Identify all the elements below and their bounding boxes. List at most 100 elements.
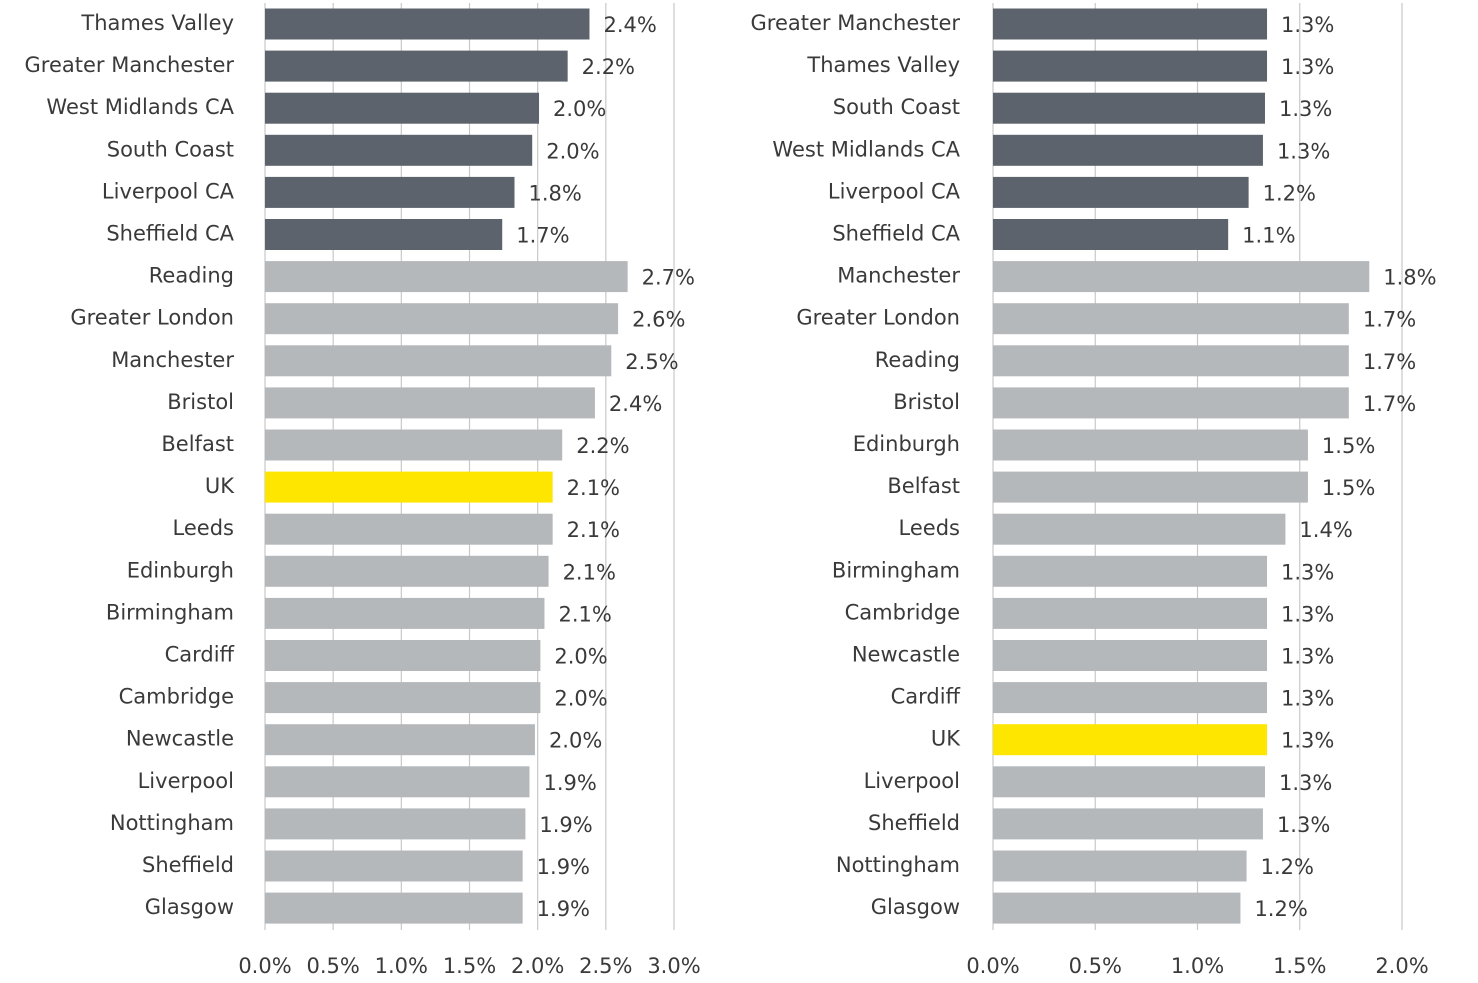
value-label: 1.7% xyxy=(1363,308,1416,332)
category-label: Liverpool CA xyxy=(102,179,235,203)
category-label: Manchester xyxy=(111,348,234,372)
bar xyxy=(265,8,590,40)
category-label: Belfast xyxy=(161,432,234,456)
category-label: Birmingham xyxy=(106,600,234,624)
value-label: 2.0% xyxy=(553,97,606,121)
value-label: 1.7% xyxy=(1363,392,1416,416)
bar xyxy=(993,471,1308,503)
bar xyxy=(993,8,1268,40)
bar xyxy=(993,92,1265,124)
value-label: 1.1% xyxy=(1242,224,1295,248)
bar xyxy=(265,682,541,714)
value-label: 1.5% xyxy=(1322,434,1375,458)
category-label: Sheffield xyxy=(868,811,960,835)
category-label: Greater London xyxy=(70,306,234,330)
category-label: Thames Valley xyxy=(806,53,960,77)
value-label: 1.9% xyxy=(539,813,592,837)
bar xyxy=(265,92,540,124)
value-label: 1.3% xyxy=(1277,813,1330,837)
value-label: 2.1% xyxy=(558,602,611,626)
category-label: Sheffield CA xyxy=(832,222,960,246)
category-label: Cambridge xyxy=(119,685,234,709)
bar xyxy=(265,387,595,419)
bar xyxy=(265,808,526,840)
category-label: UK xyxy=(205,474,235,498)
category-label: Newcastle xyxy=(852,643,960,667)
value-label: 2.2% xyxy=(576,434,629,458)
x-tick-label: 1.0% xyxy=(1171,954,1224,978)
category-label: Greater London xyxy=(796,306,960,330)
category-label: Birmingham xyxy=(832,558,960,582)
category-label: Sheffield xyxy=(142,853,234,877)
value-label: 1.3% xyxy=(1279,771,1332,795)
bar xyxy=(265,892,523,924)
category-label: Cardiff xyxy=(165,643,235,667)
category-label: Greater Manchester xyxy=(751,11,961,35)
value-label: 1.9% xyxy=(537,897,590,921)
bar xyxy=(265,219,503,250)
value-label: 1.3% xyxy=(1281,687,1334,711)
category-label: West Midlands CA xyxy=(46,95,234,119)
value-label: 1.3% xyxy=(1281,560,1334,584)
bar xyxy=(265,261,628,293)
category-label: Belfast xyxy=(887,474,960,498)
bar xyxy=(265,850,523,882)
category-label: Edinburgh xyxy=(127,558,234,582)
value-label: 2.0% xyxy=(546,139,599,163)
category-label: South Coast xyxy=(107,137,234,161)
category-label: Bristol xyxy=(167,390,234,414)
value-label: 1.9% xyxy=(543,771,596,795)
bar xyxy=(265,176,515,208)
category-label: Greater Manchester xyxy=(25,53,235,77)
bar xyxy=(993,766,1265,798)
value-label: 1.3% xyxy=(1279,97,1332,121)
value-label: 1.3% xyxy=(1281,729,1334,753)
bar xyxy=(265,724,535,756)
category-label: Newcastle xyxy=(126,727,234,751)
value-label: 1.9% xyxy=(537,855,590,879)
category-label: Glasgow xyxy=(145,895,234,919)
category-label: Nottingham xyxy=(836,853,960,877)
bar xyxy=(993,50,1268,82)
bar xyxy=(265,513,553,545)
x-tick-label: 0.0% xyxy=(238,954,291,978)
value-label: 1.5% xyxy=(1322,476,1375,500)
bar xyxy=(993,303,1349,335)
bar xyxy=(993,219,1229,250)
value-label: 1.2% xyxy=(1254,897,1307,921)
value-label: 2.0% xyxy=(554,687,607,711)
value-label: 1.3% xyxy=(1281,645,1334,669)
bar xyxy=(993,176,1249,208)
bar xyxy=(993,808,1263,840)
category-label: Reading xyxy=(149,264,234,288)
bar xyxy=(993,555,1268,587)
bar xyxy=(265,303,619,335)
value-label: 2.4% xyxy=(609,392,662,416)
category-label: UK xyxy=(931,727,961,751)
bar xyxy=(265,345,612,377)
bar xyxy=(993,513,1286,545)
category-label: Edinburgh xyxy=(853,432,960,456)
value-label: 2.4% xyxy=(603,13,656,37)
bar xyxy=(265,640,541,671)
value-label: 2.1% xyxy=(567,518,620,542)
bar xyxy=(993,850,1247,882)
value-label: 1.8% xyxy=(1383,266,1436,290)
x-tick-label: 0.0% xyxy=(966,954,1019,978)
category-label: Sheffield CA xyxy=(106,222,234,246)
bar xyxy=(265,766,530,798)
value-label: 1.7% xyxy=(1363,350,1416,374)
value-label: 2.0% xyxy=(554,645,607,669)
x-tick-label: 1.5% xyxy=(1273,954,1326,978)
value-label: 2.6% xyxy=(632,308,685,332)
bar xyxy=(265,50,568,82)
category-label: Glasgow xyxy=(871,895,960,919)
bar xyxy=(265,134,533,166)
category-label: Liverpool CA xyxy=(828,179,961,203)
value-label: 1.7% xyxy=(516,224,569,248)
value-label: 2.1% xyxy=(567,476,620,500)
value-label: 2.1% xyxy=(563,560,616,584)
category-label: Bristol xyxy=(893,390,960,414)
bar xyxy=(265,471,553,503)
